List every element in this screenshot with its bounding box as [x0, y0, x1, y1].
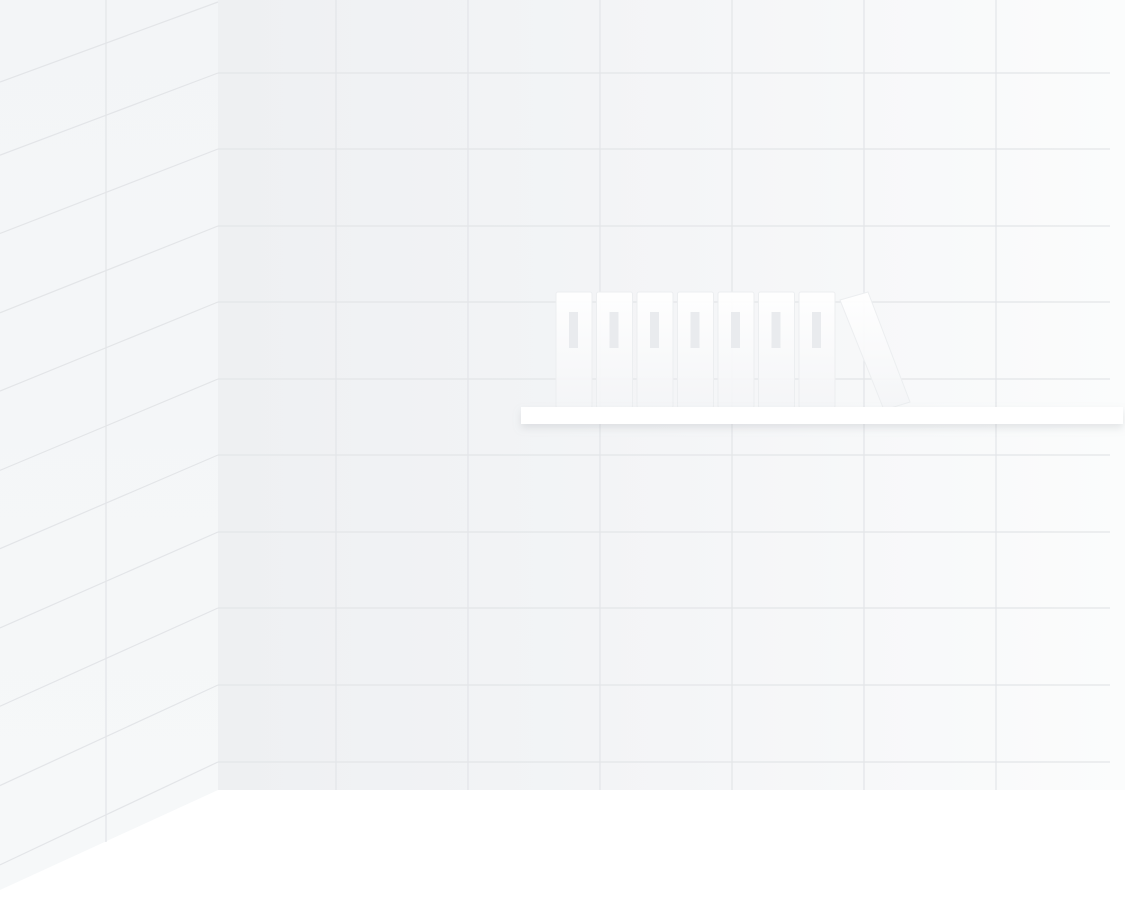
tile-line: [0, 225, 219, 314]
binder-label: [690, 312, 700, 348]
binder: [717, 291, 755, 409]
binder: [758, 291, 795, 409]
tile-line: [0, 607, 219, 707]
tile-line: [0, 148, 219, 235]
tile-line: [0, 761, 219, 866]
tile-line: [0, 301, 219, 392]
shelf-group: [521, 291, 1123, 424]
binder-label: [569, 312, 578, 348]
binder: [798, 291, 836, 409]
tile-line: [0, 72, 219, 156]
binder-label: [650, 312, 659, 348]
binder: [677, 291, 714, 409]
binder-label: [731, 312, 740, 348]
binder: [555, 291, 593, 409]
tile-line: [0, 1, 219, 83]
binder-leaning: [839, 291, 911, 411]
binder: [636, 291, 674, 409]
tile-line: [0, 454, 219, 550]
binder-label: [771, 312, 781, 348]
tile-line: [0, 531, 219, 629]
shelf-board: [521, 407, 1123, 424]
side-wall: [0, 0, 218, 890]
tile-line: [0, 684, 219, 787]
binder-label: [812, 312, 821, 348]
binder-label: [609, 312, 619, 348]
tile-line: [0, 378, 219, 471]
binder: [596, 291, 633, 409]
